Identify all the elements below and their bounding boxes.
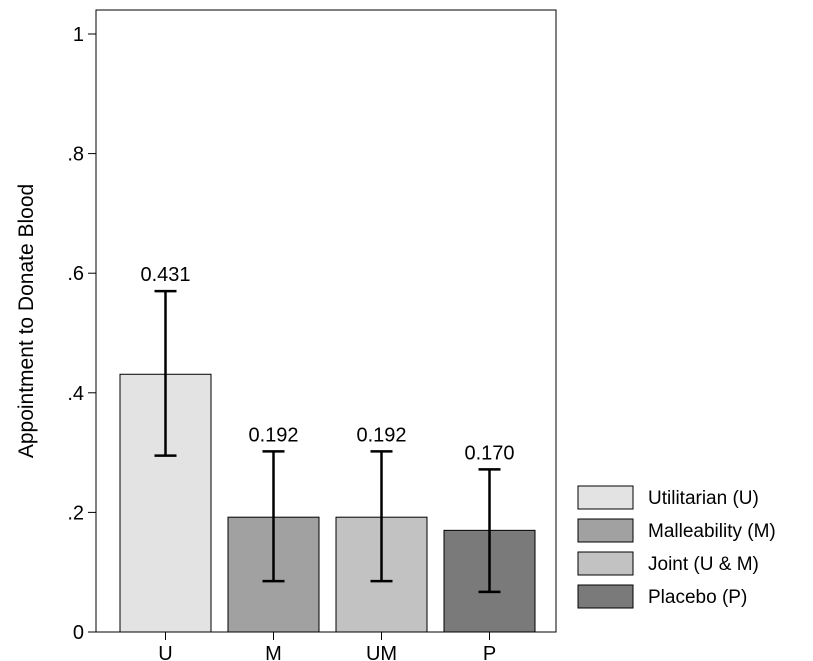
legend-label: Utilitarian (U): [648, 488, 759, 509]
y-axis-title: Appointment to Donate Blood: [15, 184, 38, 458]
legend-swatch: [578, 585, 633, 608]
x-tick-label-p: P: [483, 643, 496, 661]
value-label-p: 0.170: [464, 442, 514, 464]
value-label-um: 0.192: [356, 424, 406, 446]
y-tick-label: 1: [73, 24, 84, 46]
x-tick-label-m: M: [265, 643, 282, 661]
legend-swatch: [578, 552, 633, 575]
y-tick-label: .8: [67, 144, 84, 166]
legend-swatch: [578, 519, 633, 542]
y-tick-label: .2: [67, 502, 84, 524]
y-tick-label: .6: [67, 263, 84, 285]
y-tick-label: 0: [73, 622, 84, 644]
legend-label: Placebo (P): [648, 587, 747, 608]
legend-item: Malleability (M): [578, 519, 776, 542]
legend: Utilitarian (U) Malleability (M) Joint (U …: [578, 486, 776, 608]
legend-item: Utilitarian (U): [578, 486, 759, 509]
legend-item: Placebo (P): [578, 585, 747, 608]
x-tick-label-u: U: [158, 643, 172, 661]
value-label-m: 0.192: [248, 424, 298, 446]
y-tick-label: .4: [67, 383, 84, 405]
legend-label: Joint (U & M): [648, 554, 759, 575]
legend-item: Joint (U & M): [578, 552, 759, 575]
legend-swatch: [578, 486, 633, 509]
x-axis: U M UM P: [96, 632, 556, 661]
x-tick-label-um: UM: [366, 643, 397, 661]
y-axis: 0 .2 .4 .6 .8 1: [67, 10, 96, 644]
legend-label: Malleability (M): [648, 521, 776, 542]
value-label-u: 0.431: [140, 264, 190, 286]
